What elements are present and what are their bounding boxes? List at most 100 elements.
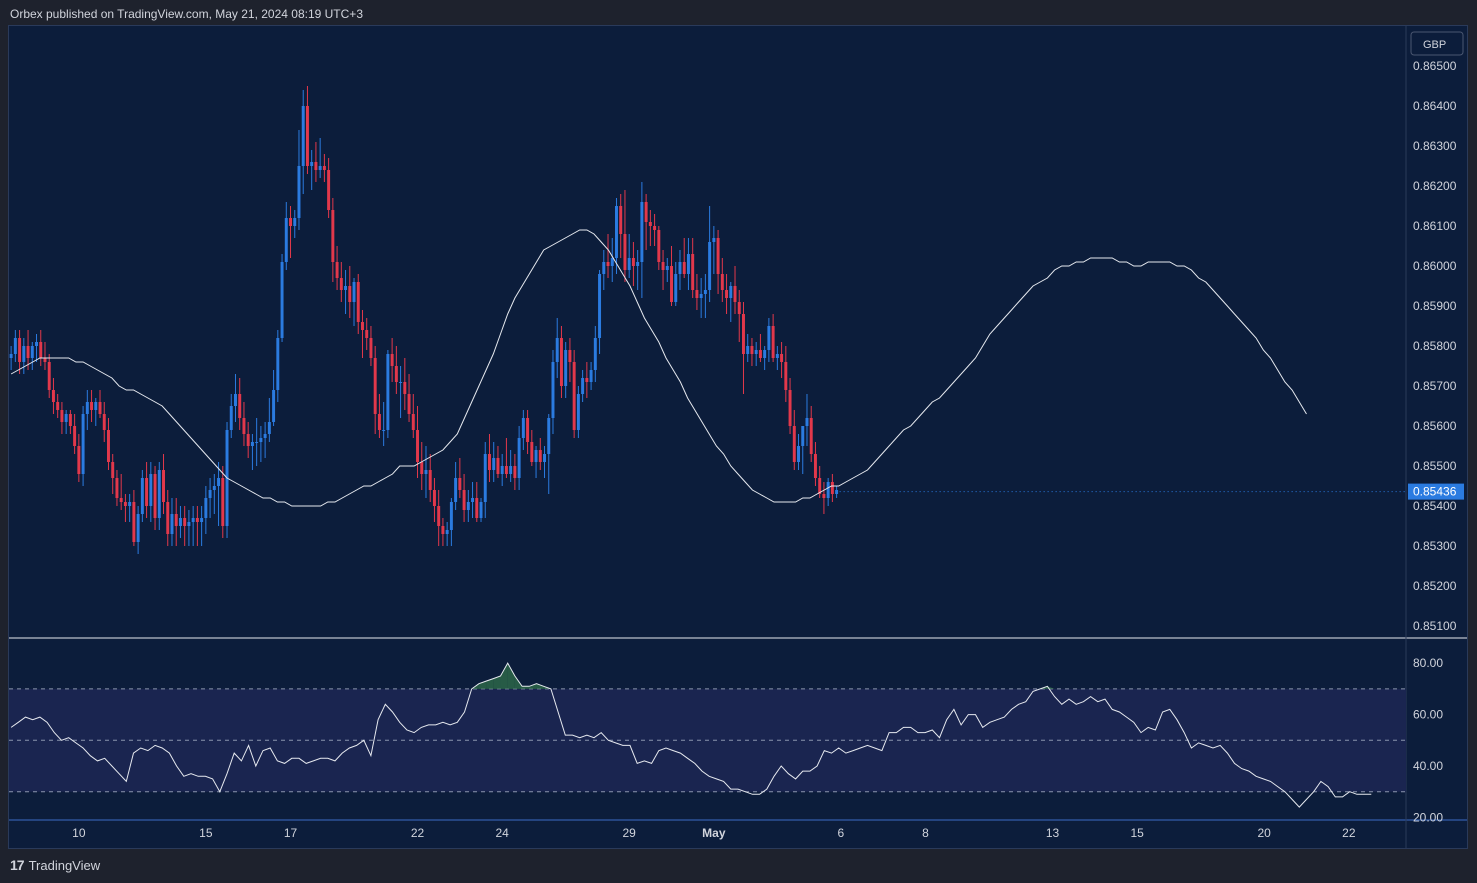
- candle-body-down: [818, 478, 822, 494]
- candle-body-down: [661, 262, 665, 270]
- candle-body-up: [775, 354, 779, 358]
- candle-body-up: [382, 430, 386, 431]
- candle-body-up: [212, 486, 216, 490]
- rsi-line: [10, 662, 1372, 808]
- price-tick-label: 0.86400: [1413, 99, 1457, 113]
- candle-body-down: [39, 342, 43, 358]
- candle-body-down: [784, 362, 788, 390]
- rsi-overbought-fill: [486, 678, 494, 689]
- candle-body-up: [746, 346, 750, 354]
- tradingview-logo-icon[interactable]: 17: [10, 857, 25, 873]
- candle-body-up: [449, 502, 453, 530]
- last-price-label: 0.85436: [1413, 485, 1457, 499]
- candle-body-down: [377, 414, 381, 430]
- candle-body-down: [568, 350, 572, 362]
- candle-body-down: [289, 218, 292, 226]
- candle-body-down: [47, 362, 51, 390]
- candle-body-up: [547, 418, 551, 454]
- candle-body-down: [73, 426, 77, 446]
- candle-body-up: [85, 402, 89, 414]
- candle-body-up: [479, 502, 483, 518]
- candle-body-up: [483, 454, 487, 502]
- candle-body-down: [335, 262, 339, 278]
- chart-canvas[interactable]: 0.86500 0.86400 0.86300 0.86200 0.86100 0.860…: [9, 26, 1467, 848]
- candle-body-up: [424, 470, 428, 474]
- price-tick-label: 0.85400: [1413, 499, 1457, 513]
- candle-body-down: [458, 478, 462, 490]
- footer: 17 TradingView: [10, 856, 100, 874]
- candle-body-up: [250, 442, 254, 446]
- candle-body-down: [327, 170, 331, 210]
- candle-body-up: [234, 394, 237, 406]
- publish-header: Orbex published on TradingView.com, May …: [10, 7, 363, 21]
- candle-body-up: [399, 382, 403, 383]
- price-tick-label: 0.85200: [1413, 579, 1457, 593]
- time-tick-label: 29: [623, 826, 637, 840]
- candle-body-down: [733, 286, 737, 302]
- candle-body-down: [742, 314, 745, 354]
- candle-body-up: [754, 350, 758, 354]
- candle-body-down: [432, 490, 436, 506]
- candle-body-up: [297, 166, 301, 218]
- candle-body-up: [699, 294, 703, 298]
- candle-body-down: [356, 282, 360, 322]
- candle-body-down: [394, 366, 398, 382]
- price-tick-label: 0.85100: [1413, 619, 1457, 633]
- candle-body-down: [623, 234, 627, 270]
- candle-body-up: [454, 478, 458, 502]
- time-tick-label: 6: [838, 826, 845, 840]
- candle-body-up: [35, 342, 38, 346]
- price-tick-label: 0.86200: [1413, 179, 1457, 193]
- candle-body-up: [534, 450, 538, 462]
- candle-body-down: [695, 290, 699, 298]
- candle-body-down: [98, 402, 102, 414]
- candle-body-down: [585, 378, 589, 382]
- candle-body-down: [657, 230, 661, 262]
- candle-body-down: [780, 354, 784, 362]
- candle-body-down: [115, 478, 119, 498]
- candle-body-up: [636, 262, 640, 266]
- candle-body-down: [619, 206, 623, 234]
- candle-body-down: [403, 382, 407, 394]
- currency-label: GBP: [1423, 39, 1446, 51]
- candle-body-up: [200, 518, 204, 522]
- candle-body-down: [691, 254, 695, 290]
- candle-body-down: [26, 346, 30, 358]
- time-tick-label: 20: [1258, 826, 1272, 840]
- candle-body-up: [555, 338, 559, 362]
- candle-body-up: [543, 454, 546, 462]
- chart-frame[interactable]: 0.86500 0.86400 0.86300 0.86200 0.86100 0.860…: [8, 25, 1468, 849]
- rsi-overbought-fill: [507, 663, 515, 689]
- price-tick-label: 0.85800: [1413, 339, 1457, 353]
- candle-body-up: [805, 418, 809, 426]
- candle-body-down: [407, 394, 411, 414]
- time-tick-label: 22: [411, 826, 425, 840]
- candle-body-down: [822, 494, 826, 498]
- candle-body-down: [420, 462, 424, 474]
- candle-body-up: [589, 370, 593, 382]
- currency-badge[interactable]: [1410, 31, 1464, 56]
- candle-body-up: [500, 466, 504, 474]
- candle-body-up: [284, 218, 288, 262]
- candle-body-down: [119, 498, 123, 502]
- candle-body-up: [445, 530, 449, 534]
- candle-body-up: [128, 502, 132, 506]
- candle-body-down: [720, 274, 724, 290]
- candle-body-up: [797, 446, 800, 462]
- candle-body-up: [686, 254, 690, 274]
- candle-body-down: [153, 474, 157, 518]
- footer-brand[interactable]: TradingView: [28, 857, 101, 873]
- time-tick-label: 17: [284, 826, 298, 840]
- candle-body-down: [145, 478, 149, 506]
- candle-body-up: [674, 274, 678, 302]
- candle-body-down: [504, 466, 508, 474]
- candle-body-down: [348, 286, 352, 302]
- candle-body-up: [9, 354, 13, 358]
- time-tick-label: May: [702, 826, 726, 840]
- candle-body-down: [830, 482, 834, 494]
- candle-body-up: [708, 242, 712, 290]
- candle-body-down: [390, 354, 394, 366]
- candle-body-up: [170, 514, 174, 534]
- candle-body-up: [564, 350, 568, 386]
- rsi-overbought-fill: [536, 683, 544, 689]
